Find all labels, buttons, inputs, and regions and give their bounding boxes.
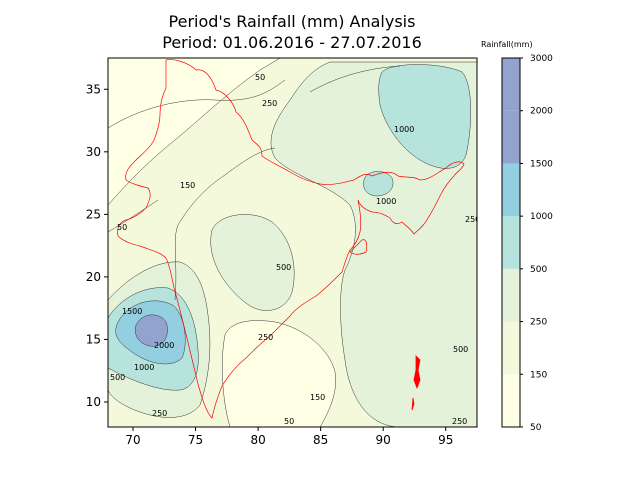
- x-tick-label: 80: [250, 433, 265, 447]
- bay-coast-line: [349, 239, 368, 255]
- rainfall-band-500-1000-east: [363, 171, 394, 197]
- map-title: Period's Rainfall (mm) Analysis: [168, 12, 416, 31]
- contour-label-1000-east: 1000: [376, 197, 396, 206]
- contour-label-50-north: 50: [255, 73, 265, 82]
- contour-label-150-south: 150: [310, 393, 325, 402]
- colorbar-tick-label: 50: [530, 423, 542, 433]
- colorbar-segment: [502, 268, 520, 322]
- colorbar-frame: [501, 57, 521, 428]
- x-tick-label: 95: [438, 433, 453, 447]
- colorbar-tick-label: 3000: [530, 54, 553, 64]
- colorbar-tick-label: 250: [530, 318, 547, 328]
- colorbar-segment: [502, 374, 520, 427]
- colorbar-tick-label: 1000: [530, 212, 553, 222]
- contour-label-500-east: 500: [453, 345, 468, 354]
- y-tick-label: 20: [86, 270, 101, 284]
- contour-label-500-west: 500: [110, 373, 125, 382]
- rainfall-band-1500-2000-west: [134, 314, 168, 347]
- colorbar-segment: [502, 163, 520, 217]
- colorbar-tick-label: 1500: [530, 159, 553, 169]
- y-tick-label: 30: [86, 145, 101, 159]
- contour-label-50-west: 50: [117, 223, 127, 232]
- colorbar-segment: [502, 216, 520, 269]
- colorbar-segment: [502, 110, 520, 164]
- contour-label-250-east: 250: [465, 215, 480, 224]
- contour-label-50-south: 50: [284, 417, 294, 426]
- rainfall-band-50-150-nw: [108, 58, 281, 206]
- contour-line-central: [174, 147, 276, 301]
- colorbar-segment: [502, 321, 520, 375]
- x-tick-label: 75: [188, 433, 203, 447]
- rainfall-band-500-1000-ne: [378, 64, 471, 169]
- x-axis: 70 75 80 85 90 95: [125, 427, 453, 447]
- contour-label-2000-west: 2000: [154, 341, 174, 350]
- colorbar-segment: [502, 58, 520, 111]
- contour-label-150-central: 150: [180, 181, 195, 190]
- contour-line-west: [108, 199, 159, 233]
- contour-label-250-north: 250: [262, 99, 277, 108]
- colorbar-title: Rainfall(mm): [481, 40, 533, 49]
- contour-label-250-southeast: 250: [452, 417, 467, 426]
- nicobar-islands-shape: [411, 397, 415, 411]
- andaman-islands-shape: [413, 355, 421, 390]
- colorbar-tick-label: 2000: [530, 107, 553, 117]
- y-axis: 10 15 20 25 30 35: [86, 82, 108, 409]
- y-tick-label: 35: [86, 82, 101, 96]
- contour-line-far-north: [309, 65, 401, 93]
- contour-line-north: [108, 79, 286, 129]
- map-frame: [107, 57, 478, 428]
- contour-label-1000-ne: 1000: [394, 125, 414, 134]
- x-tick-label: 90: [376, 433, 391, 447]
- y-tick-label: 15: [86, 332, 101, 346]
- contour-label-1000-west: 1000: [134, 363, 154, 372]
- contour-label-500-central: 500: [276, 263, 291, 272]
- rainfall-band-250-500-central: [210, 214, 295, 311]
- y-tick-label: 10: [86, 395, 101, 409]
- contour-label-250-southwest: 250: [152, 409, 167, 418]
- rainfall-band-50-150-south: [222, 320, 336, 427]
- colorbar: 50 150 250 500 1000 1500 2000 3000: [501, 54, 553, 433]
- map-plot-area: 250 50 150 50 500 1500 2000 1000 500 250…: [108, 58, 480, 427]
- x-tick-label: 85: [313, 433, 328, 447]
- contour-label-1500-west: 1500: [122, 307, 142, 316]
- contour-label-250-south: 250: [258, 333, 273, 342]
- y-tick-label: 25: [86, 207, 101, 221]
- x-tick-label: 70: [125, 433, 140, 447]
- colorbar-tick-label: 500: [530, 265, 547, 275]
- map-period-subtitle: Period: 01.06.2016 - 27.07.2016: [162, 33, 422, 52]
- colorbar-tick-label: 150: [530, 370, 547, 380]
- india-boundary-line: [117, 59, 465, 419]
